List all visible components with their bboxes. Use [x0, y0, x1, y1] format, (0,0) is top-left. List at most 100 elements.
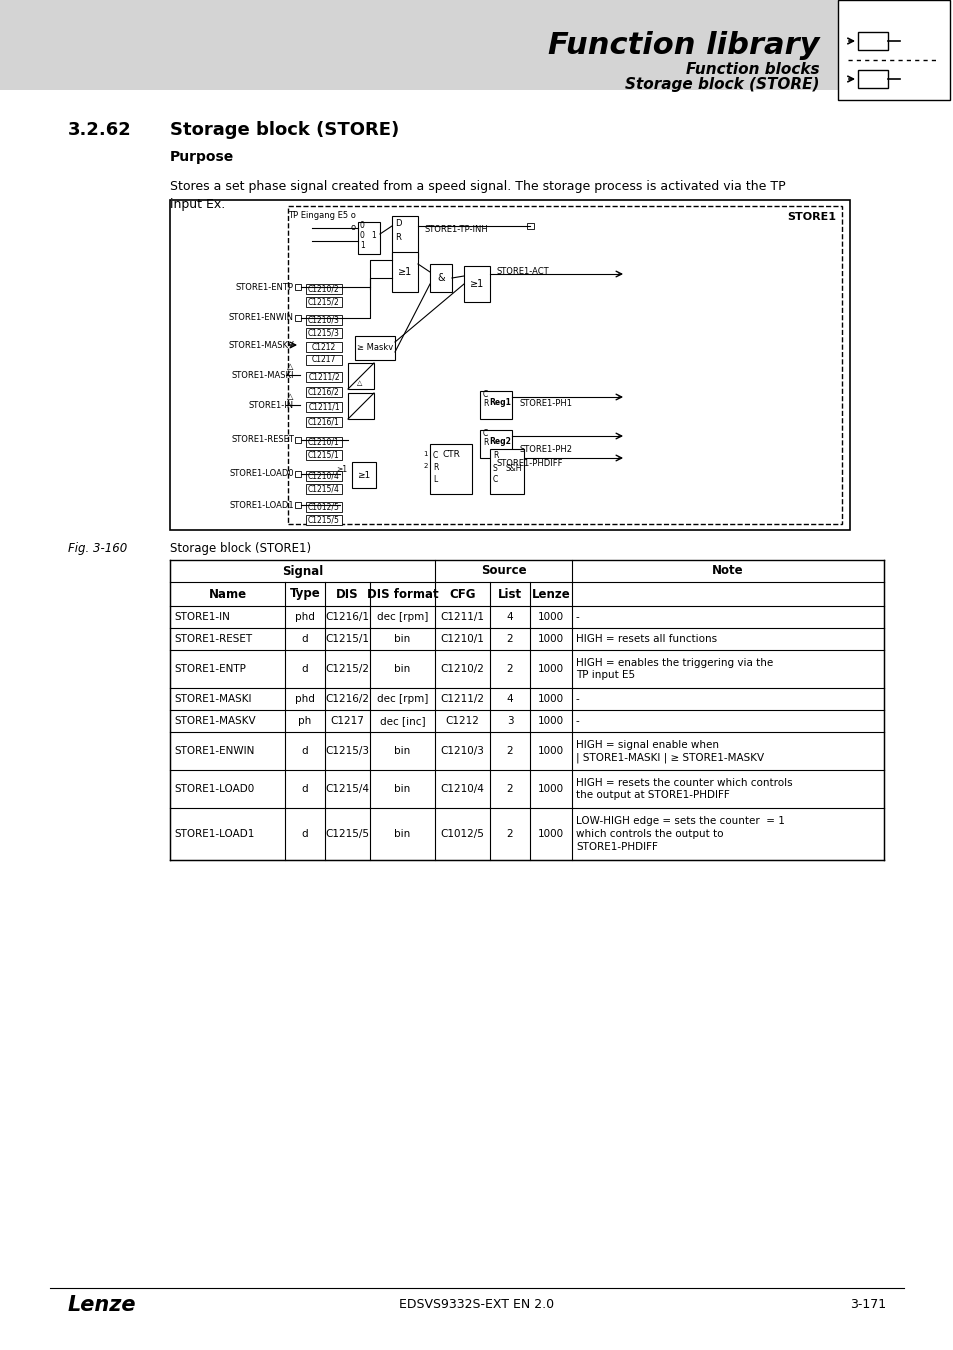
Text: STORE1-MASKV: STORE1-MASKV: [173, 716, 255, 726]
Text: C1216/1: C1216/1: [308, 417, 339, 427]
Bar: [490, 450, 523, 494]
Text: CFG: CFG: [449, 587, 476, 601]
Text: R: R: [482, 400, 488, 408]
Text: the output at STORE1-PHDIFF: the output at STORE1-PHDIFF: [576, 791, 729, 801]
Bar: [306, 355, 341, 364]
Bar: [352, 462, 375, 487]
Text: -: -: [576, 716, 579, 726]
Text: Reg2: Reg2: [489, 437, 511, 446]
Text: 3.2.62: 3.2.62: [68, 122, 132, 139]
Text: STORE1-RESET: STORE1-RESET: [173, 634, 252, 644]
Text: Function blocks: Function blocks: [685, 62, 820, 77]
Text: dec [inc]: dec [inc]: [379, 716, 425, 726]
Text: Purpose: Purpose: [170, 150, 234, 163]
Text: Type: Type: [290, 587, 320, 601]
Text: 1000: 1000: [537, 829, 563, 838]
Text: 1000: 1000: [537, 634, 563, 644]
Text: C1215/2: C1215/2: [308, 297, 339, 306]
Bar: [306, 417, 341, 427]
Text: C1210/4: C1210/4: [440, 784, 484, 794]
Text: 0: 0: [359, 221, 364, 230]
Text: HIGH = resets the counter which controls: HIGH = resets the counter which controls: [576, 778, 792, 787]
Text: STORE1-PHDIFF: STORE1-PHDIFF: [497, 459, 563, 468]
Text: 2: 2: [506, 747, 513, 756]
Text: Signal: Signal: [281, 564, 323, 578]
Text: phd: phd: [294, 694, 314, 703]
Text: 4: 4: [506, 612, 513, 622]
Text: dec [rpm]: dec [rpm]: [376, 694, 428, 703]
Text: STORE1-ACT: STORE1-ACT: [497, 267, 549, 277]
Text: STORE1-LOAD1: STORE1-LOAD1: [229, 501, 294, 509]
Text: Lenze: Lenze: [68, 1295, 136, 1315]
Text: C1012/5: C1012/5: [440, 829, 484, 838]
Text: 1: 1: [359, 242, 364, 250]
Text: bin: bin: [394, 829, 410, 838]
Bar: [306, 502, 341, 512]
Text: C1215/3: C1215/3: [308, 328, 339, 338]
Text: -: -: [576, 694, 579, 703]
Text: S: S: [493, 464, 497, 472]
Text: 1: 1: [423, 451, 428, 458]
Text: R: R: [433, 463, 438, 472]
Text: C1215/1: C1215/1: [308, 451, 339, 459]
Text: List: List: [497, 587, 521, 601]
Text: S&H: S&H: [505, 464, 521, 472]
Text: d: d: [301, 664, 308, 674]
Text: CTR: CTR: [441, 450, 459, 459]
Text: Storage block (STORE): Storage block (STORE): [170, 122, 399, 139]
Bar: [306, 514, 341, 525]
Text: 1000: 1000: [537, 694, 563, 703]
Text: STORE1-ENWIN: STORE1-ENWIN: [173, 747, 254, 756]
Text: C1211/1: C1211/1: [308, 402, 339, 412]
Bar: [348, 393, 374, 418]
Text: ph: ph: [298, 716, 312, 726]
Bar: [0, 0, 840, 90]
Text: C1217: C1217: [312, 355, 335, 364]
Text: STORE1-MASKI: STORE1-MASKI: [173, 694, 252, 703]
Text: △: △: [357, 379, 362, 386]
Text: 2: 2: [423, 463, 428, 468]
Text: C1210/4: C1210/4: [308, 471, 339, 481]
Text: ≥1: ≥1: [357, 471, 370, 479]
Text: C1215/1: C1215/1: [325, 634, 369, 644]
Text: HIGH = signal enable when: HIGH = signal enable when: [576, 740, 719, 749]
Text: C1215/3: C1215/3: [325, 747, 369, 756]
Bar: [348, 363, 374, 389]
Text: C1210/3: C1210/3: [440, 747, 484, 756]
Text: C1211/2: C1211/2: [440, 694, 484, 703]
Text: 2: 2: [506, 784, 513, 794]
Text: d: d: [301, 829, 308, 838]
Text: bin: bin: [394, 634, 410, 644]
Bar: [430, 444, 472, 494]
Text: L: L: [433, 475, 436, 485]
Bar: [306, 437, 341, 447]
Text: 1: 1: [371, 231, 375, 240]
Text: R: R: [493, 451, 497, 460]
Text: 1000: 1000: [537, 664, 563, 674]
Text: DIS format: DIS format: [366, 587, 437, 601]
Bar: [306, 485, 341, 494]
Bar: [294, 471, 301, 477]
Bar: [294, 315, 301, 321]
Bar: [306, 342, 341, 352]
Text: LOW-HIGH edge = sets the counter  = 1: LOW-HIGH edge = sets the counter = 1: [576, 815, 784, 826]
Text: C1212: C1212: [445, 716, 479, 726]
Text: ≥ Maskv: ≥ Maskv: [356, 343, 393, 352]
Text: Fig. 3-160: Fig. 3-160: [68, 541, 127, 555]
Text: C1216/2: C1216/2: [308, 387, 339, 397]
Text: Storage block (STORE1): Storage block (STORE1): [170, 541, 311, 555]
Text: C1215/2: C1215/2: [325, 664, 369, 674]
Text: C: C: [482, 429, 488, 437]
Text: C1210/2: C1210/2: [308, 285, 339, 293]
Text: C1212: C1212: [312, 343, 335, 351]
Bar: [306, 297, 341, 306]
Text: STORE1-ENWIN: STORE1-ENWIN: [229, 313, 294, 323]
Text: &: &: [436, 273, 444, 284]
Text: 1000: 1000: [537, 716, 563, 726]
Text: R: R: [395, 234, 400, 242]
Text: d: d: [301, 634, 308, 644]
Text: STORE1-IN: STORE1-IN: [249, 401, 294, 409]
Bar: [430, 265, 452, 292]
Text: 3: 3: [506, 716, 513, 726]
Text: bin: bin: [394, 784, 410, 794]
